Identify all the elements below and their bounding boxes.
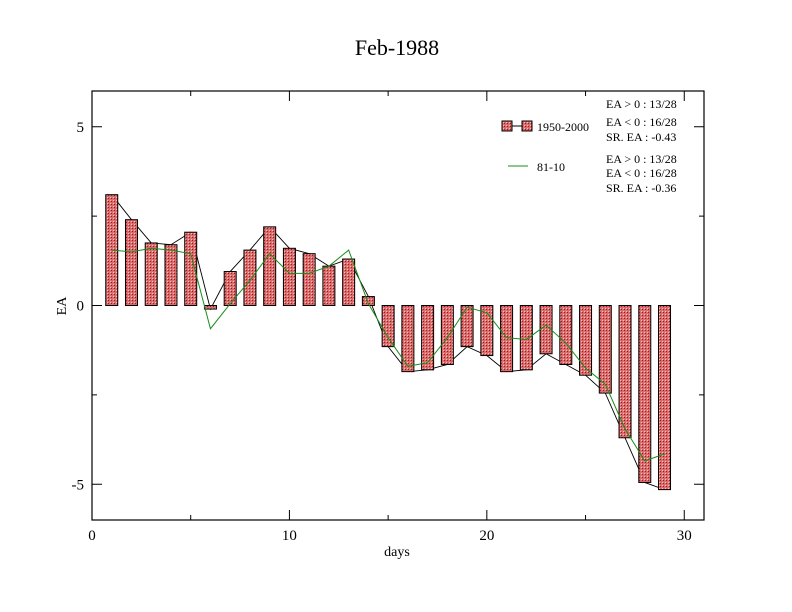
bar-day-19 [460,305,474,348]
plot-area: 0 10 20 30 -5 0 5 [72,90,705,544]
bar-day-20 [480,305,494,357]
x-tick-label: 20 [479,528,494,544]
bar-day-22 [519,305,533,371]
bar-day-6 [203,305,217,310]
bar-day-14 [361,296,375,306]
x-tick-label: 30 [677,528,692,544]
bar-day-29 [658,305,672,491]
annotation-81-10-line-1: EA > 0 : 13/28 [606,152,677,166]
bar-day-27 [618,305,632,439]
legend-label-81-10: 81-10 [537,160,565,174]
y-tick-label: 0 [77,299,85,315]
bar-day-28 [638,305,652,483]
bar-day-17 [421,305,435,371]
y-axis-label: EA [55,296,70,316]
chart-title: Feb-1988 [355,35,439,60]
bar-day-13 [342,258,356,306]
x-tick-label: 10 [282,528,297,544]
y-tick-label: -5 [72,477,85,493]
annotation-1950-2000-line-2: EA < 0 : 16/28 [606,115,677,129]
bar-day-10 [282,247,296,307]
bar-day-2 [124,219,138,306]
bar-day-7 [223,271,237,307]
annotation-81-10-line-3: SR. EA : -0.36 [606,181,676,195]
bar-day-4 [164,244,178,307]
bar-day-5 [184,231,198,306]
bar-day-18 [440,305,454,365]
legend-bar-swatch-right [521,120,533,132]
bar-day-11 [302,253,316,307]
bar-day-24 [559,305,573,365]
legend-label-1950-2000: 1950-2000 [537,120,589,134]
annotation-1950-2000-line-3: SR. EA : -0.43 [606,130,676,144]
legend-bar-swatch-left [501,120,513,132]
bar-day-26 [598,305,612,394]
annotation-1950-2000-line-1: EA > 0 : 13/28 [606,97,677,111]
y-tick-label: 5 [77,120,85,136]
annotation-81-10-line-2: EA < 0 : 16/28 [606,166,677,180]
bar-day-16 [401,305,415,373]
x-axis-label: days [384,545,410,560]
series-line-81-10 [111,247,665,462]
bar-day-8 [243,249,257,306]
bar-day-9 [263,226,277,307]
bar-day-25 [579,305,593,376]
x-tick-label: 0 [88,528,96,544]
bar-day-12 [322,265,336,306]
bar-day-3 [144,242,158,306]
bar-day-21 [500,305,514,373]
bar-day-15 [381,305,395,348]
